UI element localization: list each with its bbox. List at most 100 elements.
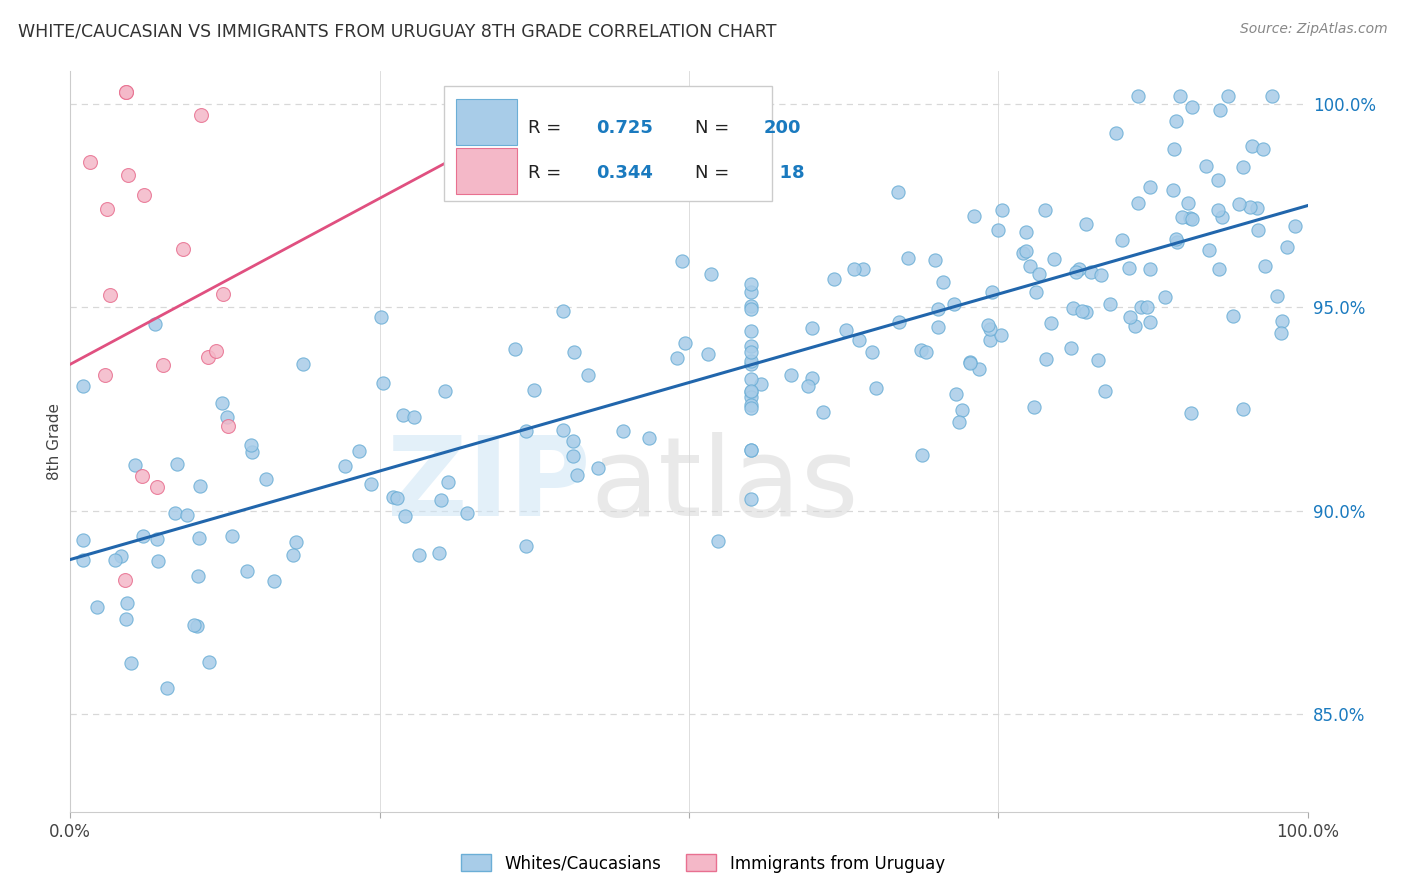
Point: [188, 478, 211, 492]
Point: [186, 619, 208, 633]
Point: [86, 599, 108, 614]
Point: [503, 342, 526, 356]
Point: [1163, 142, 1185, 156]
Point: [382, 490, 405, 504]
Point: [740, 324, 762, 338]
Point: [1022, 400, 1045, 414]
Point: [959, 356, 981, 370]
Point: [740, 371, 762, 385]
Point: [1074, 305, 1097, 319]
Point: [1035, 351, 1057, 366]
Point: [749, 376, 772, 391]
Point: [740, 353, 762, 368]
Text: Source: ZipAtlas.com: Source: ZipAtlas.com: [1240, 22, 1388, 37]
Point: [835, 323, 858, 337]
Point: [707, 533, 730, 548]
Text: N =: N =: [695, 164, 735, 182]
Point: [72, 378, 94, 392]
Point: [131, 468, 153, 483]
Point: [887, 185, 910, 199]
Point: [114, 573, 136, 587]
Point: [110, 549, 132, 564]
Point: [1166, 113, 1188, 128]
Point: [586, 460, 609, 475]
Point: [562, 344, 585, 359]
Text: ZIP: ZIP: [387, 433, 591, 540]
Point: [93, 368, 115, 382]
Text: 0.725: 0.725: [596, 120, 652, 137]
Point: [924, 252, 946, 267]
Point: [1154, 289, 1177, 303]
Point: [1139, 262, 1161, 277]
Text: atlas: atlas: [591, 433, 859, 540]
Point: [204, 344, 226, 359]
Point: [1222, 310, 1244, 324]
Point: [240, 444, 263, 458]
Point: [1198, 243, 1220, 257]
Point: [1181, 100, 1204, 114]
Point: [740, 277, 762, 291]
Point: [1270, 326, 1292, 341]
Point: [637, 431, 659, 445]
Point: [740, 357, 762, 371]
Point: [780, 368, 803, 382]
Point: [1139, 180, 1161, 194]
Point: [1206, 202, 1229, 217]
Point: [124, 458, 146, 473]
Point: [1254, 259, 1277, 273]
Point: [515, 424, 537, 438]
Point: [1277, 240, 1299, 254]
Point: [1098, 297, 1121, 311]
Point: [523, 383, 546, 397]
Point: [1025, 285, 1047, 299]
Point: [740, 339, 762, 353]
Point: [1241, 139, 1264, 153]
Point: [1028, 267, 1050, 281]
Point: [146, 480, 169, 494]
Point: [254, 473, 277, 487]
Point: [1130, 300, 1153, 314]
Point: [1170, 88, 1192, 103]
Point: [1265, 289, 1288, 303]
Point: [700, 267, 723, 281]
Point: [215, 410, 238, 425]
Legend: Whites/Caucasians, Immigrants from Uruguay: Whites/Caucasians, Immigrants from Urugu…: [454, 847, 952, 880]
Point: [865, 381, 887, 395]
Point: [146, 533, 169, 547]
Point: [1125, 319, 1147, 334]
Point: [347, 443, 370, 458]
Point: [1094, 384, 1116, 398]
Point: [1064, 265, 1087, 279]
Point: [1062, 301, 1084, 315]
Point: [740, 390, 762, 404]
Point: [950, 402, 973, 417]
Point: [576, 368, 599, 382]
Point: [1105, 126, 1128, 140]
Point: [911, 448, 934, 462]
Point: [1232, 401, 1254, 416]
Point: [197, 655, 219, 669]
Point: [1118, 261, 1140, 276]
Point: [897, 252, 920, 266]
Point: [1015, 225, 1038, 239]
Text: N =: N =: [695, 120, 735, 137]
Point: [1071, 304, 1094, 318]
Point: [1195, 159, 1218, 173]
Point: [115, 85, 138, 99]
Point: [1171, 210, 1194, 224]
Point: [740, 299, 762, 313]
Point: [1178, 211, 1201, 225]
Point: [1180, 406, 1202, 420]
Point: [1090, 268, 1112, 282]
Point: [1067, 262, 1090, 277]
Point: [186, 569, 208, 583]
Point: [183, 617, 205, 632]
Point: [1239, 200, 1261, 214]
Point: [987, 222, 1010, 236]
Point: [811, 405, 834, 419]
Point: [370, 310, 392, 325]
Point: [1177, 196, 1199, 211]
Point: [98, 288, 121, 302]
Point: [860, 345, 883, 359]
Text: 0.344: 0.344: [596, 164, 652, 182]
